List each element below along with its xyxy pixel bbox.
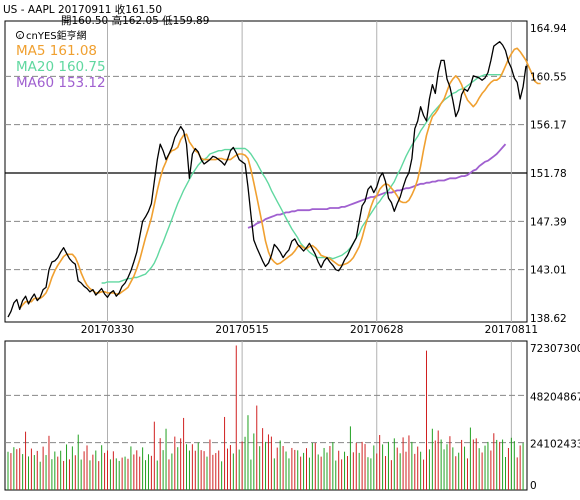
volume-bars [7, 345, 524, 490]
price-line [7, 41, 527, 318]
price-y-ticks: 164.94 160.55 156.17 151.78 147.39 143.01 138.… [530, 23, 567, 325]
x-tick-label: 20170628 [350, 324, 403, 336]
x-tick-label: 20170515 [215, 324, 268, 336]
copyright-icon [15, 30, 25, 40]
price-tick-label: 151.78 [530, 168, 567, 180]
header-line-1: US - AAPL 20170911 收161.50 [3, 3, 162, 16]
price-tick-label: 138.62 [530, 313, 567, 325]
price-tick-label: 143.01 [530, 265, 567, 277]
header-line-2: 開160.50 高162.05 低159.89 [61, 14, 209, 27]
legend-ma60: MA60 153.12 [16, 75, 106, 91]
legend-ma5: MA5 161.08 [16, 43, 97, 59]
price-tick-label: 160.55 [530, 71, 567, 83]
price-tick-label: 147.39 [530, 216, 567, 228]
price-panel [4, 20, 528, 323]
price-tick-label: 164.94 [530, 23, 567, 35]
price-lines [7, 41, 541, 318]
x-ticks: 20170330 20170515 20170628 20170811 [81, 324, 538, 336]
volume-y-ticks: 72307300 48204867 24102433 0 [530, 343, 580, 492]
logo-text: cnYES鉅亨網 [26, 29, 87, 42]
volume-tick-label: 24102433 [530, 439, 580, 451]
price-tick-label: 156.17 [530, 120, 567, 132]
svg-text:c: c [18, 34, 21, 40]
volume-tick-label: 72307300 [530, 343, 580, 355]
volume-tick-label: 0 [530, 480, 537, 492]
x-tick-label: 20170330 [81, 324, 134, 336]
ma5-line [19, 47, 541, 309]
legend: MA5 161.08 MA20 160.75 MA60 153.12 [16, 43, 106, 91]
volume-tick-label: 48204867 [530, 391, 580, 403]
legend-ma20: MA20 160.75 [16, 59, 106, 75]
cnyes-logo: c cnYES鉅亨網 [15, 29, 87, 42]
ma20-line [101, 74, 503, 284]
x-tick-label: 20170811 [485, 324, 538, 336]
